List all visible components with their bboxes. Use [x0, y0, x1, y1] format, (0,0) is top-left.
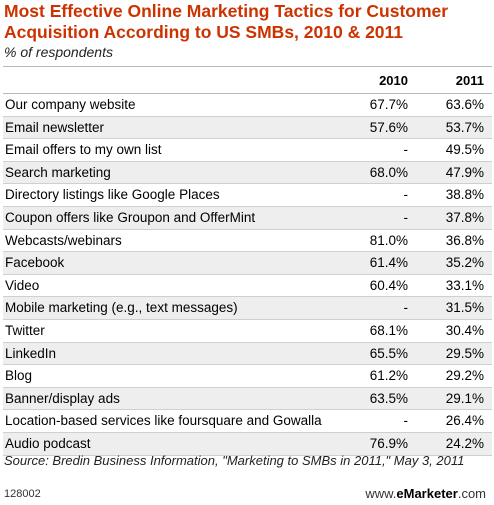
- row-label: Email newsletter: [5, 119, 105, 135]
- value-2010: 68.0%: [369, 164, 408, 180]
- value-2011: 29.5%: [445, 345, 484, 361]
- row-label: LinkedIn: [5, 345, 57, 361]
- value-2011: 38.8%: [445, 187, 484, 203]
- row-label: Search marketing: [5, 164, 111, 180]
- brand-prefix: www.: [365, 486, 397, 501]
- table-row: Banner/display ads 63.5% 29.1%: [3, 387, 492, 411]
- value-2011: 33.1%: [445, 277, 484, 293]
- table-row: Audio podcast 76.9% 24.2%: [3, 432, 492, 456]
- source-note: Source: Bredin Business Information, "Ma…: [4, 453, 465, 468]
- brand-suffix: .com: [457, 486, 486, 501]
- table-row: Coupon offers like Groupon and OfferMint…: [3, 206, 492, 230]
- value-2011: 53.7%: [445, 119, 484, 135]
- value-2010: 67.7%: [369, 97, 408, 112]
- table-row: Webcasts/webinars 81.0% 36.8%: [3, 230, 492, 253]
- row-label: Directory listings like Google Places: [5, 187, 220, 203]
- table-row: Location-based services like foursquare …: [3, 410, 492, 433]
- value-2011: 31.5%: [445, 300, 484, 316]
- row-label: Webcasts/webinars: [5, 232, 122, 248]
- value-2010: 81.0%: [369, 232, 408, 248]
- brand-name: eMarketer: [396, 486, 458, 501]
- column-header-2010: 2010: [379, 73, 408, 88]
- row-label: Twitter: [5, 322, 45, 338]
- table-row: Directory listings like Google Places - 38…: [3, 184, 492, 207]
- value-2010: 61.2%: [369, 368, 408, 384]
- row-label: Video: [5, 277, 40, 293]
- brand-logo: www.eMarketer.com: [365, 486, 486, 501]
- table-row: Mobile marketing (e.g., text messages) - 3…: [3, 297, 492, 320]
- value-2011: 47.9%: [445, 164, 484, 180]
- value-2010: 57.6%: [369, 119, 408, 135]
- value-2010: -: [403, 142, 409, 158]
- value-2011: 37.8%: [445, 209, 484, 225]
- value-2010: -: [403, 300, 409, 316]
- value-2011: 63.6%: [445, 97, 484, 112]
- table-row: Blog 61.2% 29.2%: [3, 365, 492, 388]
- row-label: Banner/display ads: [5, 390, 120, 406]
- value-2010: 68.1%: [369, 322, 408, 338]
- table-row: Search marketing 68.0% 47.9%: [3, 161, 492, 185]
- row-label: Audio podcast: [5, 435, 91, 451]
- value-2010: -: [403, 187, 409, 203]
- table-row: Video 60.4% 33.1%: [3, 275, 492, 298]
- table-row: Facebook 61.4% 35.2%: [3, 252, 492, 275]
- table-row: LinkedIn 65.5% 29.5%: [3, 342, 492, 366]
- value-2011: 29.1%: [445, 390, 484, 406]
- value-2010: 65.5%: [369, 345, 408, 361]
- value-2010: -: [403, 413, 409, 429]
- value-2010: 61.4%: [369, 255, 408, 271]
- value-2011: 49.5%: [445, 142, 484, 158]
- column-header-2011: 2011: [455, 73, 484, 88]
- table-row: Our company website 67.7% 63.6%: [3, 94, 492, 117]
- value-2010: -: [403, 209, 409, 225]
- table-header: 2010 2011: [3, 66, 492, 94]
- row-label: Our company website: [5, 97, 136, 112]
- table-row: Email newsletter 57.6% 53.7%: [3, 116, 492, 140]
- row-label: Location-based services like foursquare …: [5, 413, 322, 429]
- data-table: 2010 2011 Our company website 67.7% 63.6% E…: [3, 66, 492, 456]
- chart-title: Most Effective Online Marketing Tactics …: [4, 1, 449, 42]
- value-2011: 30.4%: [445, 322, 484, 338]
- row-label: Mobile marketing (e.g., text messages): [5, 300, 238, 316]
- row-label: Facebook: [5, 255, 65, 271]
- value-2011: 36.8%: [445, 232, 484, 248]
- row-label: Blog: [5, 368, 33, 384]
- row-label: Email offers to my own list: [5, 142, 162, 158]
- table-row: Email offers to my own list - 49.5%: [3, 139, 492, 162]
- value-2011: 26.4%: [445, 413, 484, 429]
- value-2010: 60.4%: [369, 277, 408, 293]
- table-row: Twitter 68.1% 30.4%: [3, 320, 492, 343]
- value-2010: 76.9%: [369, 435, 408, 451]
- row-label: Coupon offers like Groupon and OfferMint: [5, 209, 256, 225]
- value-2011: 35.2%: [445, 255, 484, 271]
- value-2011: 29.2%: [445, 368, 484, 384]
- chart-id: 128002: [4, 488, 41, 500]
- table-body: Our company website 67.7% 63.6% Email newsl…: [3, 94, 492, 456]
- chart-subtitle: % of respondents: [4, 44, 113, 60]
- value-2011: 24.2%: [445, 435, 484, 451]
- value-2010: 63.5%: [369, 390, 408, 406]
